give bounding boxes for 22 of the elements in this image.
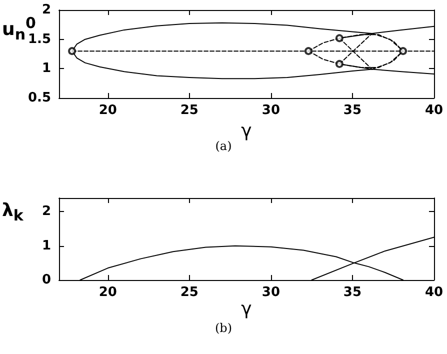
x-tick-label: 20 [98,285,117,300]
y-tick-label: 1 [42,61,51,76]
y-tick-label: 1 [42,238,51,254]
text: (a) [215,139,232,153]
x-tick-label: 25 [180,285,198,300]
x-tick-label: 40 [424,285,444,300]
x-tick-label: 30 [262,285,280,300]
y-tick-label: 1.5 [28,32,51,47]
x-axis-title: γ [241,298,252,320]
x-tick-label: 30 [262,103,280,118]
x-tick-label: 25 [180,103,198,118]
y-axis-title: λ$_{k}$ [2,200,24,227]
x-tick-label: 20 [98,103,117,118]
x-tick-label: 35 [343,285,362,300]
text: (b) [214,321,232,335]
y-tick-label: 2 [42,2,51,18]
x-tick-label: 35 [343,103,362,118]
x-tick-label: 40 [424,103,444,118]
y-tick-label: 0.5 [28,90,51,106]
y-tick-label: 2 [42,204,51,220]
y-tick-label: 0 [42,272,51,288]
x-axis-title: γ [241,120,252,142]
